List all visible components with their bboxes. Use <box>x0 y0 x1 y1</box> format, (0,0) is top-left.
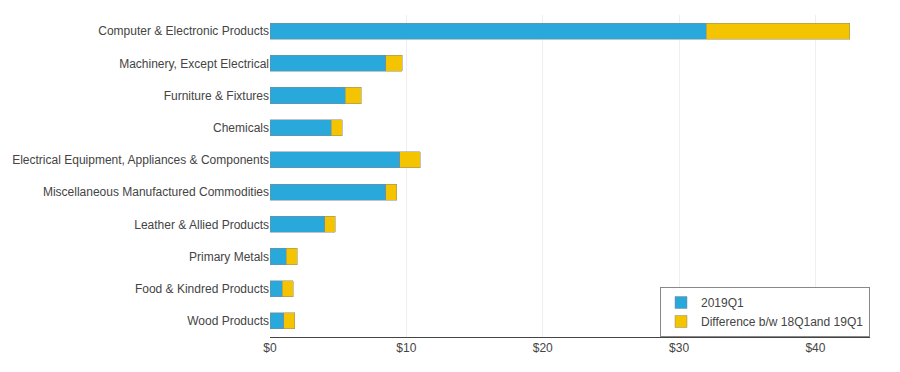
svg-text:Difference b/w 18Q1and 19Q1: Difference b/w 18Q1and 19Q1 <box>701 315 863 329</box>
svg-text:$40: $40 <box>805 341 825 355</box>
svg-text:Computer & Electronic Products: Computer & Electronic Products <box>98 24 269 38</box>
svg-text:Food & Kindred Products: Food & Kindred Products <box>135 282 269 296</box>
svg-text:Wood Products: Wood Products <box>187 314 269 328</box>
svg-text:$20: $20 <box>533 341 553 355</box>
svg-text:$10: $10 <box>396 341 416 355</box>
svg-text:Miscellaneous Manufactured Com: Miscellaneous Manufactured Commodities <box>43 185 269 199</box>
svg-text:Leather & Allied Products: Leather & Allied Products <box>134 218 269 232</box>
svg-text:Electrical Equipment, Applianc: Electrical Equipment, Appliances & Compo… <box>12 153 269 167</box>
svg-text:$30: $30 <box>669 341 689 355</box>
svg-text:$0: $0 <box>263 341 277 355</box>
svg-text:Machinery, Except Electrical: Machinery, Except Electrical <box>119 57 269 71</box>
svg-text:Primary Metals: Primary Metals <box>189 250 269 264</box>
svg-text:2019Q1: 2019Q1 <box>701 296 744 310</box>
svg-text:Chemicals: Chemicals <box>213 121 269 135</box>
svg-text:Furniture & Fixtures: Furniture & Fixtures <box>164 89 269 103</box>
